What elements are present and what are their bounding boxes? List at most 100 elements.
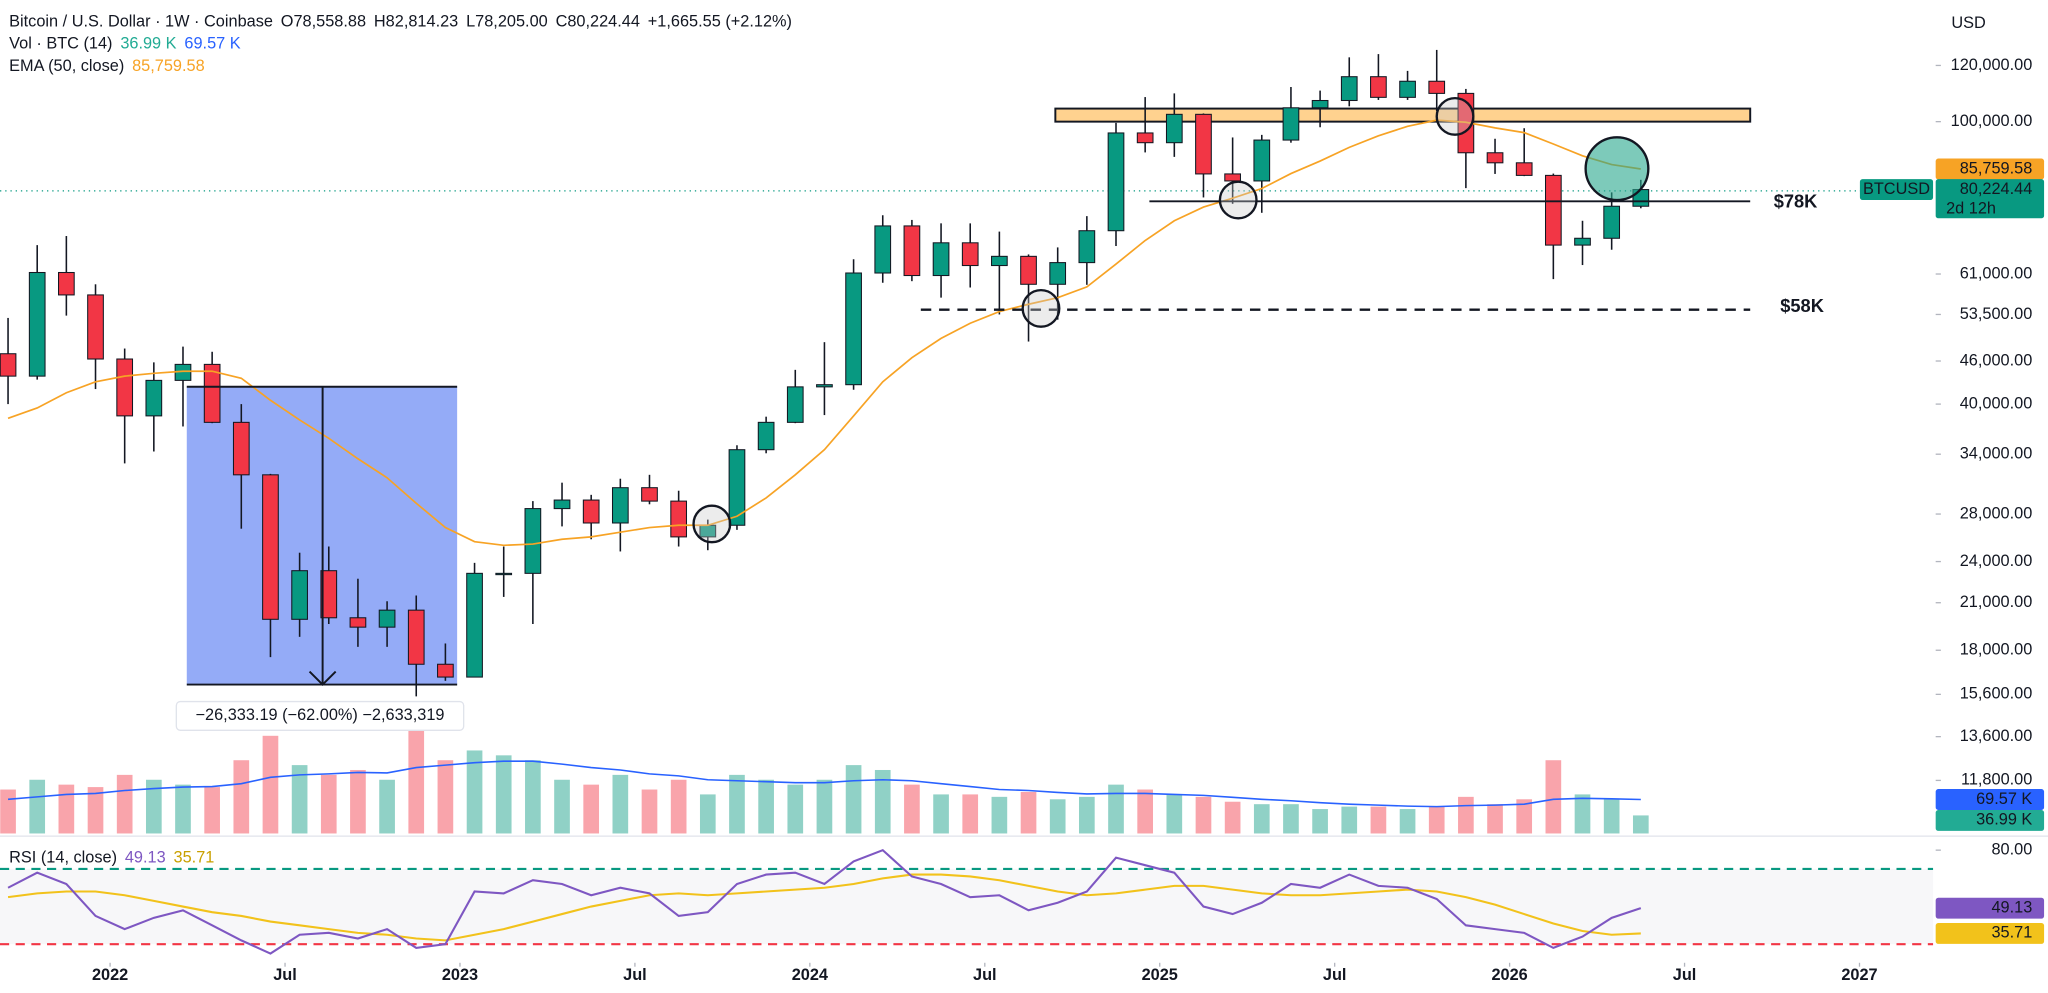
volume-bar bbox=[612, 774, 629, 834]
candle-body bbox=[1399, 80, 1416, 98]
volume-bar bbox=[1545, 760, 1562, 834]
volume-ma-line bbox=[7, 760, 1641, 808]
volume-bar bbox=[1574, 794, 1591, 834]
candle-body bbox=[1165, 113, 1183, 144]
candle-body bbox=[262, 474, 279, 620]
volume-bar bbox=[1166, 794, 1183, 834]
candle-body bbox=[291, 570, 308, 620]
candle-body bbox=[116, 358, 134, 417]
volume-bar bbox=[583, 784, 600, 834]
volume-bar bbox=[1108, 784, 1124, 834]
y-tick-label: 100,000.00 bbox=[1951, 112, 2033, 130]
ohlc-high: H82,814.23 bbox=[374, 13, 458, 31]
marker-circle bbox=[1218, 180, 1258, 220]
candle-body bbox=[553, 499, 571, 510]
legend-value: 85,759.58 bbox=[132, 57, 205, 75]
measure-label: −26,333.19 (−62.00%) −2,633,319 bbox=[196, 706, 445, 724]
rsi-badge-bg bbox=[1935, 897, 2045, 919]
volume-bar bbox=[1195, 796, 1212, 834]
rsi-ma-line bbox=[7, 873, 1641, 942]
x-tick-label: 2023 bbox=[442, 966, 478, 984]
volume-bar bbox=[1428, 806, 1445, 834]
candle-body bbox=[349, 617, 367, 628]
volume-bar bbox=[320, 774, 337, 834]
x-tick-label: 2022 bbox=[92, 966, 128, 984]
volume-bar bbox=[379, 779, 395, 834]
volume-bar bbox=[350, 769, 366, 834]
candle-body bbox=[611, 487, 629, 524]
header: Bitcoin / U.S. Dollar · 1W · Coinbase O78… bbox=[9, 13, 792, 31]
rsi-band bbox=[0, 868, 1934, 945]
volume-bar bbox=[641, 789, 658, 834]
y-tick-label: 18,000.00 bbox=[1960, 641, 2033, 659]
candle-body bbox=[1078, 230, 1096, 264]
candle-body bbox=[1282, 107, 1300, 141]
legend-name: Vol · BTC (14) bbox=[9, 35, 112, 53]
candle-body bbox=[58, 271, 75, 296]
candle-body bbox=[1253, 139, 1271, 182]
candle-body bbox=[1020, 255, 1037, 285]
volume-bar bbox=[874, 769, 891, 834]
y-tick-label: 15,600.00 bbox=[1960, 685, 2033, 703]
volume-bar bbox=[991, 796, 1008, 834]
volume-bar bbox=[787, 784, 804, 834]
candle-body bbox=[466, 572, 483, 678]
candle-body bbox=[1544, 174, 1562, 246]
candle-body bbox=[1136, 132, 1154, 144]
x-tick-label: 2025 bbox=[1142, 966, 1178, 984]
candle-body bbox=[378, 609, 396, 628]
resistance-zone bbox=[1054, 107, 1752, 123]
volume-bar bbox=[1079, 796, 1095, 834]
candle-body bbox=[1486, 152, 1504, 164]
y-tick-label: 13,600.00 bbox=[1960, 727, 2033, 745]
volume-bar bbox=[1516, 799, 1533, 834]
candle-body bbox=[932, 242, 950, 277]
marker-circle bbox=[1584, 136, 1650, 202]
volume-bar bbox=[495, 755, 512, 834]
candle-body bbox=[991, 255, 1008, 267]
price-badge-bg bbox=[1935, 179, 2045, 219]
symbol-badge: BTCUSD bbox=[1863, 180, 1930, 198]
volume-bar bbox=[816, 779, 833, 834]
x-tick-label: Jul bbox=[1673, 966, 1697, 984]
ema-badge-bg bbox=[1935, 158, 2045, 180]
currency-label: USD bbox=[1951, 14, 1985, 32]
measure-arrowhead bbox=[308, 670, 337, 686]
ema-badge: 85,759.58 bbox=[1960, 159, 2033, 177]
candle-body bbox=[1224, 173, 1241, 182]
marker-circle bbox=[1021, 288, 1061, 328]
candle-body bbox=[1603, 205, 1621, 239]
x-tick-label: Jul bbox=[623, 966, 647, 984]
volume-ma-badge: 69.57 K bbox=[1976, 790, 2032, 808]
volume-bar bbox=[962, 794, 979, 834]
volume-bar bbox=[1020, 791, 1037, 834]
volume-bar bbox=[466, 750, 483, 834]
volume-badge: 36.99 K bbox=[1976, 811, 2032, 829]
candle-body bbox=[203, 363, 221, 423]
candle-body bbox=[903, 225, 921, 277]
volume-bar bbox=[408, 726, 425, 834]
candle-body bbox=[1574, 237, 1591, 246]
candle-body bbox=[524, 508, 542, 574]
volume-bar bbox=[291, 765, 308, 834]
volume-bar bbox=[1603, 799, 1620, 834]
y-tick-label: 34,000.00 bbox=[1960, 445, 2033, 463]
candle-body bbox=[407, 609, 425, 665]
x-tick-label: 2026 bbox=[1491, 966, 1527, 984]
symbol-badge-bg bbox=[1859, 179, 1934, 201]
price-badge: 80,224.44 bbox=[1960, 180, 2033, 198]
series bbox=[0, 49, 1934, 955]
candle-body bbox=[728, 449, 746, 526]
volume-bar bbox=[758, 779, 774, 834]
volume-bar bbox=[233, 760, 250, 834]
measure-label-box bbox=[175, 700, 465, 731]
candle-body bbox=[145, 379, 163, 417]
ema-line bbox=[7, 119, 1641, 547]
x-tick-label: 2027 bbox=[1841, 966, 1877, 984]
volume-bar bbox=[1049, 799, 1066, 834]
candle-body bbox=[1049, 262, 1067, 285]
volume-bar bbox=[262, 735, 279, 834]
ema-legend: EMA (50, close) 85,759.58 bbox=[9, 57, 205, 75]
y-tick-label: 21,000.00 bbox=[1960, 593, 2033, 611]
